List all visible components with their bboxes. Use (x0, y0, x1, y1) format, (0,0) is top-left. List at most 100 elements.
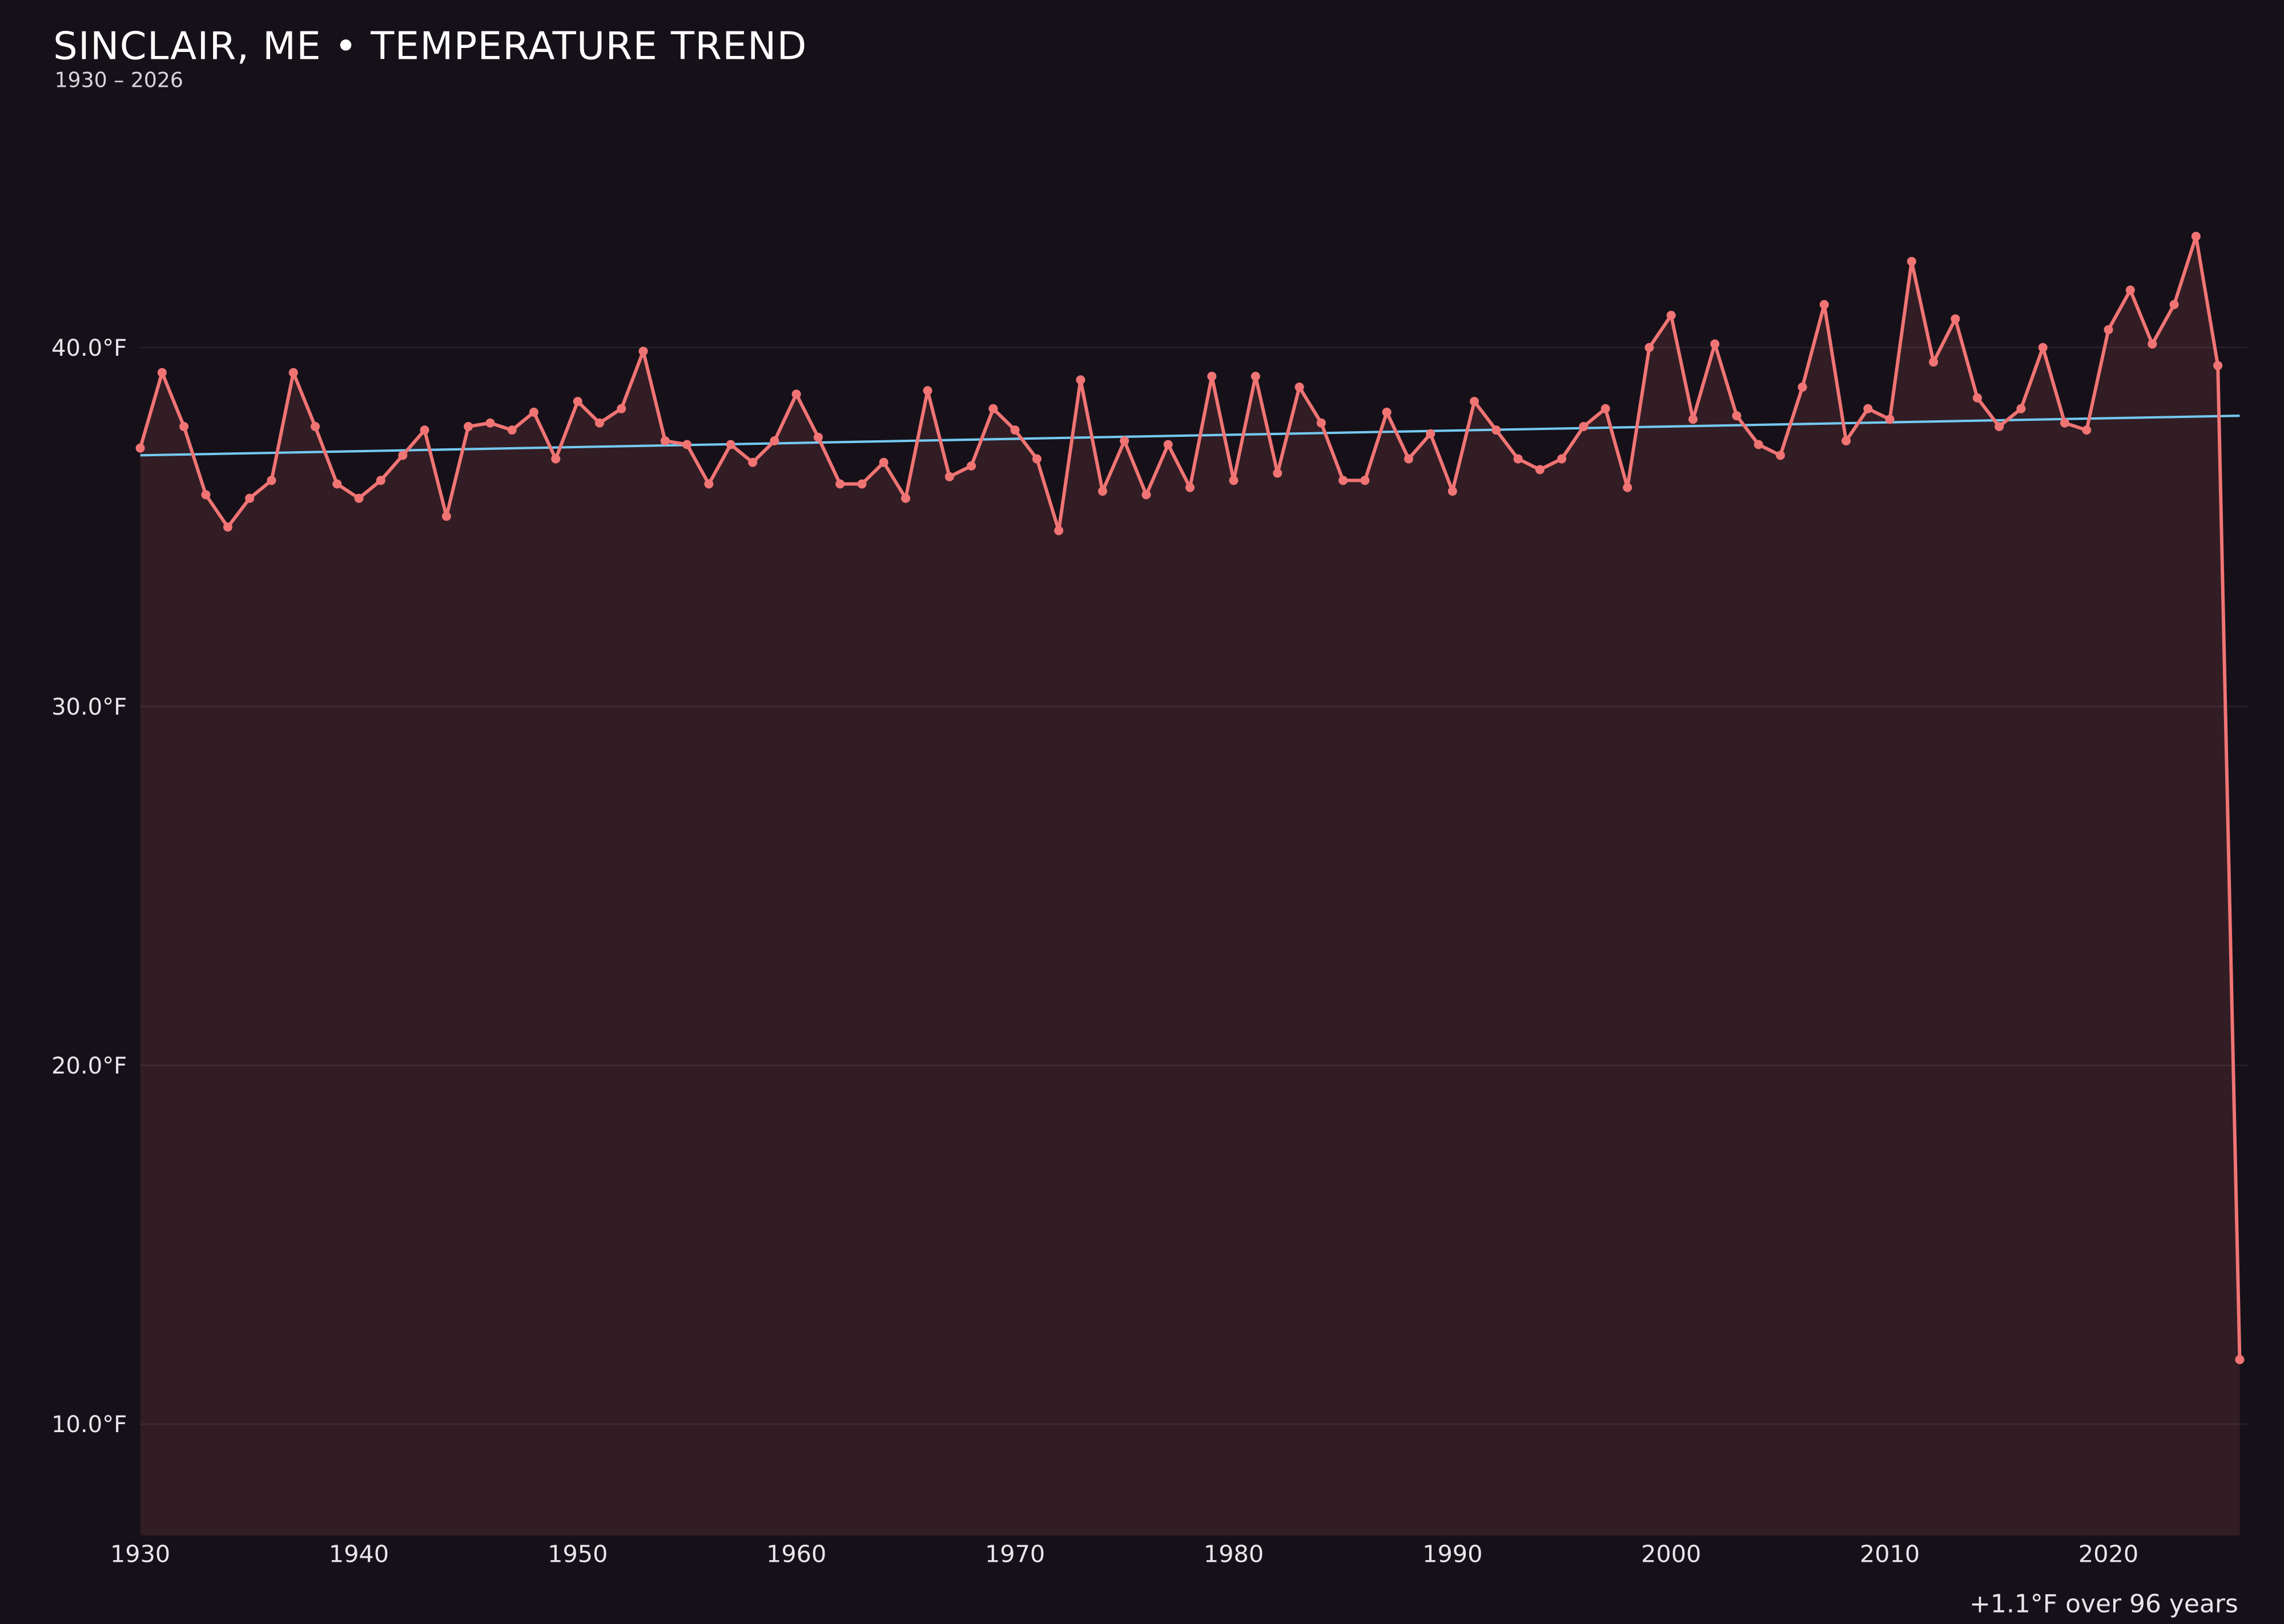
data-point (1076, 375, 1085, 385)
data-point (857, 479, 867, 489)
x-tick-label: 2010 (1860, 1540, 1920, 1567)
x-tick-label: 1960 (766, 1540, 826, 1567)
data-point (748, 457, 758, 467)
data-point (638, 347, 648, 356)
data-point (835, 479, 845, 489)
data-point (2016, 404, 2026, 413)
data-point (1929, 357, 1939, 367)
x-tick-label: 1930 (110, 1540, 170, 1567)
data-point (770, 436, 779, 446)
data-point (988, 404, 998, 413)
data-point (2038, 343, 2048, 352)
data-point (157, 368, 167, 377)
x-tick-label: 1950 (548, 1540, 608, 1567)
chart-title: SINCLAIR, ME • TEMPERATURE TREND (53, 23, 807, 68)
data-point (704, 479, 714, 489)
y-tick-label: 30.0°F (51, 694, 127, 720)
data-point (1426, 429, 1435, 439)
data-point (135, 443, 145, 453)
data-point (1273, 468, 1282, 478)
x-tick-label: 1980 (1204, 1540, 1264, 1567)
trend-annotation: +1.1°F over 96 years (1969, 1589, 2238, 1618)
data-point (1120, 436, 1129, 446)
data-point (1732, 411, 1742, 421)
data-point (1185, 483, 1195, 492)
data-point (1995, 421, 2004, 431)
data-point (420, 425, 429, 435)
data-point (1382, 407, 1392, 417)
data-point (1447, 487, 1457, 496)
chart-subtitle: 1930 – 2026 (55, 68, 183, 93)
data-point (1819, 300, 1829, 309)
data-point (288, 368, 298, 377)
data-point (1666, 311, 1676, 320)
data-point (1798, 382, 1807, 392)
data-point (1294, 382, 1304, 392)
data-point (1054, 526, 1064, 536)
data-point (1141, 490, 1151, 500)
data-point (464, 421, 473, 431)
x-tick-label: 2000 (1641, 1540, 1701, 1567)
data-point (1470, 396, 1479, 406)
grid-lines (140, 347, 2247, 1425)
data-point (1491, 425, 1501, 435)
data-point (551, 454, 561, 464)
data-point (2235, 1354, 2245, 1364)
data-point (1250, 372, 1260, 381)
data-point (1579, 421, 1589, 431)
data-point (573, 396, 582, 406)
data-point (1601, 404, 1610, 413)
y-tick-label: 40.0°F (51, 335, 127, 361)
temperature-area-fill (140, 236, 2240, 1535)
data-point (1885, 415, 1895, 424)
data-point (507, 425, 517, 435)
data-point (245, 493, 255, 503)
data-point (1863, 404, 1873, 413)
data-point (2104, 325, 2113, 335)
data-point (1360, 476, 1370, 485)
data-point (1404, 454, 1413, 464)
data-point (2082, 425, 2092, 435)
data-point (1513, 454, 1523, 464)
y-tick-label: 20.0°F (51, 1053, 127, 1079)
data-point (1097, 487, 1107, 496)
data-point (1644, 343, 1654, 352)
data-point (682, 440, 692, 449)
plot-area (135, 231, 2245, 1535)
x-tick-label: 1970 (985, 1540, 1045, 1567)
data-point (726, 440, 735, 449)
data-point (398, 451, 408, 460)
data-point (1907, 256, 1916, 266)
data-point (813, 432, 823, 442)
data-point (223, 522, 232, 532)
data-point (1754, 440, 1763, 449)
data-point (595, 418, 605, 428)
x-axis-tick-labels: 1930 1940 1950 1960 1970 1980 1990 2000 2010 2020 (110, 1540, 2138, 1567)
x-tick-label: 2020 (2078, 1540, 2138, 1567)
data-point (1557, 454, 1567, 464)
data-point (2191, 231, 2201, 241)
data-point (1207, 372, 1217, 381)
data-point (376, 476, 385, 485)
data-point (1338, 476, 1348, 485)
data-point (2125, 286, 2135, 295)
data-point (660, 436, 670, 446)
data-point (1710, 339, 1720, 349)
data-point (1229, 476, 1238, 485)
data-point (879, 457, 888, 467)
data-point (2213, 361, 2223, 371)
data-point (617, 404, 626, 413)
data-point (529, 407, 538, 417)
data-point (441, 512, 451, 521)
data-point (2169, 300, 2179, 309)
data-point (485, 418, 495, 428)
data-point (354, 493, 364, 503)
data-point (311, 421, 320, 431)
data-point (1841, 436, 1851, 446)
data-point (923, 386, 932, 396)
data-point (1032, 454, 1042, 464)
data-point (1776, 451, 1786, 460)
data-point (901, 493, 911, 503)
data-point (1535, 465, 1545, 475)
